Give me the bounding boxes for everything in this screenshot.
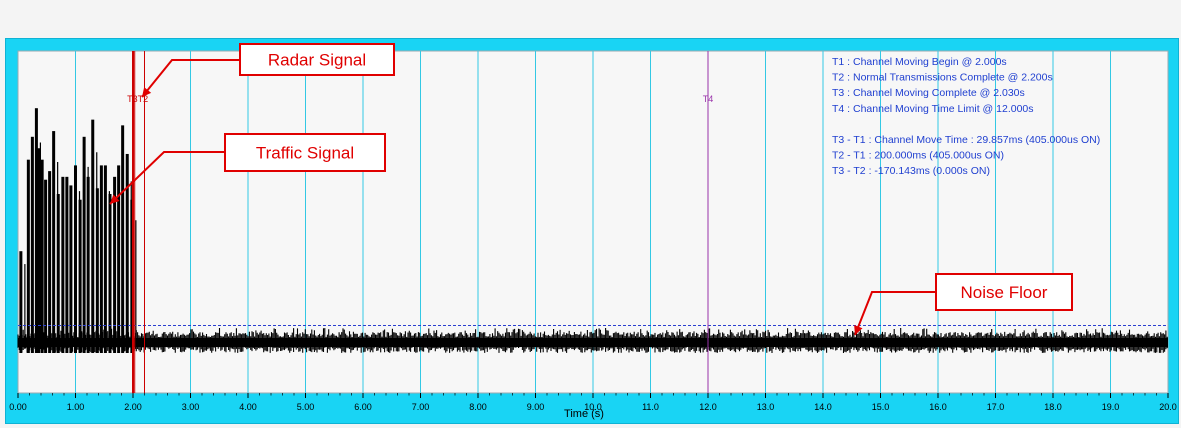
traffic-pulse xyxy=(82,136,86,353)
traffic-pulse xyxy=(69,185,73,353)
x-tick-label: 16.0 xyxy=(929,402,947,412)
x-tick-label: 13.0 xyxy=(757,402,775,412)
traffic-pulse xyxy=(44,179,48,353)
info-line: T4 : Channel Moving Time Limit @ 12.000s xyxy=(832,103,1034,115)
x-tick-label: 6.00 xyxy=(354,402,372,412)
traffic-pulse xyxy=(95,188,99,353)
traffic-pulse xyxy=(113,176,117,353)
x-tick-label: 17.0 xyxy=(987,402,1005,412)
traffic-pulse xyxy=(91,119,95,353)
x-axis-label: Time (s) xyxy=(564,408,604,420)
x-tick-label: 14.0 xyxy=(814,402,832,412)
x-tick-label: 2.00 xyxy=(124,402,142,412)
traffic-pulse xyxy=(125,153,129,353)
x-tick-label: 8.00 xyxy=(469,402,487,412)
x-tick-label: 19.0 xyxy=(1102,402,1120,412)
traffic-pulse xyxy=(34,108,38,353)
annotation-arrowhead xyxy=(110,194,120,204)
annotation-arrowhead xyxy=(142,87,152,97)
info-line: T3 - T1 : Channel Move Time : 29.857ms (… xyxy=(832,134,1100,146)
x-tick-label: 3.00 xyxy=(182,402,200,412)
chart-frame: T3T2 T4 0.00 1.00 2.00 3.00 4.00 5.00 6.00 7.00 8… xyxy=(5,38,1179,424)
x-tick-label: 20.0 xyxy=(1159,402,1177,412)
x-tick-label: 7.00 xyxy=(412,402,430,412)
traffic-pulse xyxy=(86,176,90,353)
annotation-label: Traffic Signal xyxy=(256,144,354,163)
annotation-callout: Noise Floor xyxy=(854,273,1073,336)
annotation-label: Radar Signal xyxy=(268,51,366,70)
info-line: T2 - T1 : 200.000ms (405.000us ON) xyxy=(832,150,1004,162)
traffic-pulse xyxy=(37,148,41,353)
info-line: T3 - T2 : -170.143ms (0.000s ON) xyxy=(832,165,990,177)
traffic-pulse xyxy=(117,165,121,353)
annotation-callout: Traffic Signal xyxy=(109,133,386,205)
traffic-pulse xyxy=(48,171,52,353)
x-tick-label: 0.00 xyxy=(9,402,27,412)
annotation-box xyxy=(935,273,1073,311)
annotation-box xyxy=(224,133,386,172)
traffic-pulse xyxy=(19,251,23,353)
traffic-pulse xyxy=(30,136,34,353)
traffic-pulse xyxy=(103,165,107,353)
annotation-arrow xyxy=(854,291,936,336)
annotation-callout: Radar Signal xyxy=(141,43,395,98)
traffic-pulse xyxy=(65,176,69,353)
annotation-arrow xyxy=(141,59,240,98)
traffic-pulse xyxy=(52,131,56,353)
traffic-pulse xyxy=(26,159,30,353)
x-tick-label: 11.0 xyxy=(642,402,659,412)
marker-label-t4: T4 xyxy=(703,94,714,104)
x-tick-label: 12.0 xyxy=(699,402,717,412)
annotation-arrowhead xyxy=(854,324,863,335)
signal-chart: T3T2 T4 0.00 1.00 2.00 3.00 4.00 5.00 6.00 7.00 8… xyxy=(9,43,1177,420)
traffic-pulse xyxy=(61,176,65,353)
x-tick-label: 9.00 xyxy=(527,402,545,412)
noise-band xyxy=(18,338,1168,347)
traffic-pulse xyxy=(130,199,134,353)
annotation-label: Noise Floor xyxy=(961,283,1048,302)
info-line: T2 : Normal Transmissions Complete @ 2.2… xyxy=(832,72,1053,84)
annotation-box xyxy=(239,43,395,76)
traffic-pulse xyxy=(108,194,112,353)
traffic-pulse xyxy=(40,159,44,353)
x-tick-label: 18.0 xyxy=(1044,402,1062,412)
x-tick-label: 10.0 xyxy=(584,402,602,412)
traffic-pulse xyxy=(78,199,82,353)
top-strip xyxy=(0,0,1181,38)
traffic-pulse xyxy=(56,194,60,353)
x-tick-label: 1.00 xyxy=(67,402,85,412)
annotation-arrow xyxy=(109,151,225,205)
info-line: T1 : Channel Moving Begin @ 2.000s xyxy=(832,56,1007,68)
marker-label-t3t2: T3T2 xyxy=(127,94,148,104)
x-tick-label: 5.00 xyxy=(297,402,315,412)
x-tick-label: 4.00 xyxy=(239,402,257,412)
traffic-pulse xyxy=(99,165,103,353)
x-tick-label: 15.0 xyxy=(872,402,890,412)
info-line: T3 : Channel Moving Complete @ 2.030s xyxy=(832,87,1025,99)
traffic-pulse xyxy=(121,125,125,353)
traffic-pulse xyxy=(74,165,77,353)
